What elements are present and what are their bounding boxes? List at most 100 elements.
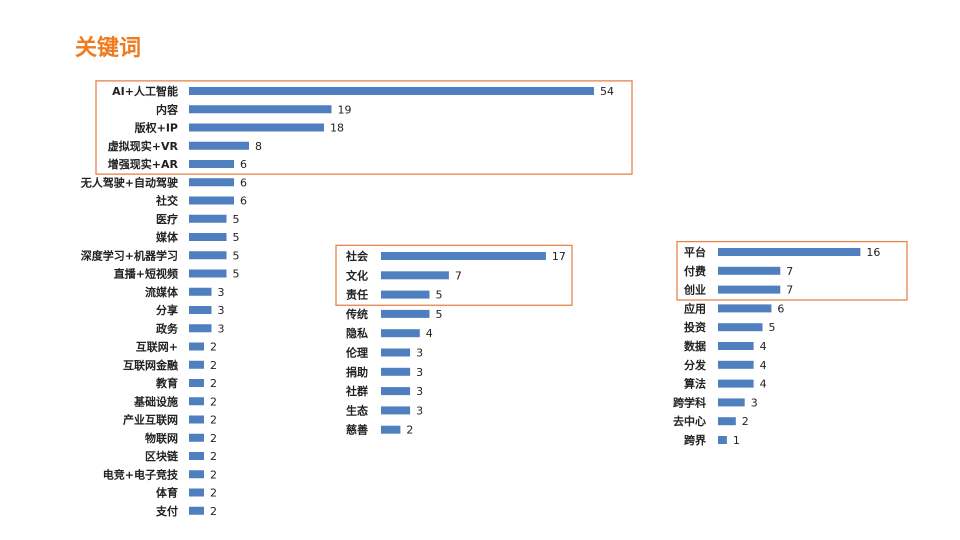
category-label: 生态 [346, 403, 368, 417]
bar [189, 287, 212, 296]
value-label: 7 [786, 265, 793, 278]
bar [189, 360, 204, 369]
category-label: 电竞+电子竞技 [103, 467, 179, 481]
value-label: 8 [255, 140, 262, 153]
bar [189, 105, 332, 114]
bar [189, 141, 249, 150]
bar [189, 178, 234, 187]
bar [381, 348, 411, 357]
value-label: 3 [218, 322, 225, 335]
bar [718, 342, 754, 350]
value-label: 3 [416, 347, 423, 360]
category-label: 互联网金融 [123, 358, 178, 372]
value-label: 6 [240, 176, 247, 189]
bar-chart-3: 平台 16 付费 7 创业 7 应用 6 投资 5 数据 4 分发 4 算法 4 跨学科 3 去中心 2 跨界 1 [673, 240, 908, 447]
value-label: 5 [233, 249, 240, 262]
value-label: 3 [751, 396, 758, 409]
bar [189, 251, 227, 260]
value-label: 5 [436, 289, 443, 302]
category-label: 文化 [346, 268, 368, 282]
value-label: 54 [600, 85, 614, 98]
bar [718, 248, 861, 256]
category-label: 平台 [684, 245, 706, 259]
category-label: 伦理 [346, 346, 368, 360]
category-label: 社会 [345, 249, 369, 263]
bar [189, 324, 212, 333]
bar [189, 123, 324, 132]
category-label: 慈善 [346, 423, 368, 437]
value-label: 19 [338, 103, 352, 116]
bar [381, 406, 411, 415]
bar [189, 233, 227, 241]
bar [718, 379, 754, 388]
category-label: 产业互联网 [123, 413, 178, 427]
bar [718, 266, 781, 275]
value-label: 5 [233, 268, 240, 281]
bar [189, 160, 234, 168]
category-label: 媒体 [155, 230, 179, 244]
category-label: 传统 [345, 307, 368, 321]
highlight-box [335, 244, 573, 306]
bar [189, 506, 204, 515]
value-label: 3 [416, 366, 423, 379]
value-label: 2 [210, 341, 217, 354]
value-label: 6 [777, 302, 784, 315]
value-label: 2 [210, 432, 217, 445]
highlight-box [95, 80, 633, 175]
value-label: 2 [742, 415, 749, 428]
category-label: 跨学科 [673, 395, 706, 409]
value-label: 1 [733, 434, 740, 447]
bar [718, 360, 754, 369]
category-label: 跨界 [684, 433, 706, 447]
category-label: 体育 [156, 486, 178, 500]
value-label: 2 [210, 395, 217, 408]
bar [189, 397, 204, 406]
bar [718, 304, 772, 313]
category-label: 基础设施 [133, 394, 178, 408]
bar [381, 271, 449, 280]
value-label: 2 [210, 450, 217, 463]
bar [381, 252, 546, 260]
category-label: 内容 [156, 102, 178, 116]
category-label: 深度学习+机器学习 [81, 248, 178, 262]
bar [189, 342, 204, 351]
value-label: 5 [233, 231, 240, 244]
value-label: 4 [760, 378, 767, 391]
bar [381, 290, 430, 299]
category-label: 无人驾驶+自动驾驶 [80, 175, 179, 189]
value-label: 3 [416, 404, 423, 417]
bar [381, 309, 430, 318]
category-label: 分享 [156, 303, 178, 317]
category-label: 投资 [684, 320, 706, 334]
category-label: 应用 [684, 301, 706, 315]
value-label: 3 [416, 385, 423, 398]
category-label: 政务 [156, 321, 179, 335]
bar [189, 470, 204, 479]
bar-chart-2: 社会 17 文化 7 责任 5 传统 5 隐私 4 伦理 3 捐助 3 社群 3 生态 3 慈善 2 [335, 244, 573, 437]
category-label: 付费 [684, 264, 706, 278]
value-label: 2 [406, 424, 413, 437]
bar [381, 367, 411, 376]
category-label: 支付 [155, 504, 178, 518]
value-label: 2 [210, 468, 217, 481]
category-label: 去中心 [673, 414, 706, 428]
bar [381, 387, 411, 396]
value-label: 17 [552, 250, 566, 263]
category-label: 隐私 [346, 326, 368, 340]
bar [189, 196, 234, 205]
value-label: 16 [866, 246, 880, 259]
value-label: 6 [240, 195, 247, 208]
value-label: 3 [218, 286, 225, 299]
bar [718, 323, 763, 332]
value-label: 6 [240, 158, 247, 171]
value-label: 2 [210, 414, 217, 427]
value-label: 4 [760, 359, 767, 372]
value-label: 7 [455, 269, 462, 282]
value-label: 2 [210, 487, 217, 500]
bar [381, 425, 401, 434]
highlight-box [676, 240, 908, 301]
bar [718, 436, 727, 444]
category-label: 责任 [346, 288, 368, 302]
